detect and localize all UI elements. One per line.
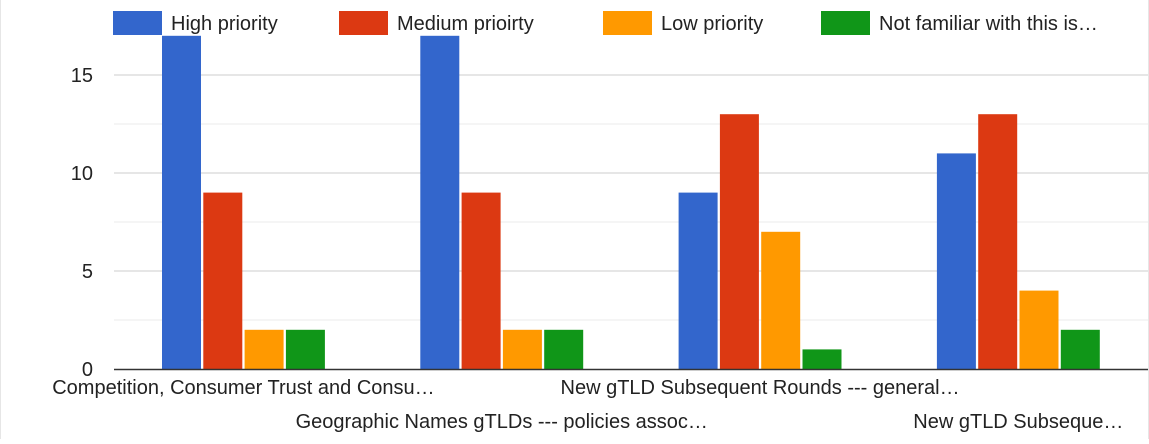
legend-item[interactable]: High priority	[113, 11, 278, 35]
bar[interactable]	[162, 35, 201, 370]
legend-item[interactable]: Not familiar with this is…	[821, 11, 1098, 35]
legend-item[interactable]: Low priority	[603, 11, 763, 35]
bar[interactable]	[678, 192, 718, 369]
y-tick-label: 10	[71, 163, 93, 185]
legend-label: Not familiar with this is…	[879, 13, 1098, 35]
legend-swatch	[113, 11, 162, 35]
legend-item[interactable]: Medium prioirty	[339, 11, 534, 35]
bar[interactable]	[719, 114, 759, 369]
legend-swatch	[339, 11, 388, 35]
y-tick-label: 0	[82, 359, 93, 381]
bar[interactable]	[936, 153, 976, 369]
x-tick-label: New gTLD Subsequent Rounds --- general…	[561, 377, 960, 399]
x-tick-label: Competition, Consumer Trust and Consu…	[52, 377, 434, 399]
legend-label: High priority	[171, 13, 278, 35]
bar[interactable]	[1060, 329, 1100, 369]
bar[interactable]	[244, 329, 284, 369]
bar[interactable]	[285, 329, 325, 369]
bar[interactable]	[461, 192, 501, 369]
bar[interactable]	[761, 231, 801, 369]
x-tick-label: New gTLD Subseque…	[913, 411, 1123, 433]
bar[interactable]	[544, 329, 584, 369]
legend-label: Low priority	[661, 13, 763, 35]
bar[interactable]	[502, 329, 542, 369]
axis: 0 5 10 15 Competition, Consumer Trust and Co…	[52, 65, 1148, 433]
legend-swatch	[821, 11, 870, 35]
bar[interactable]	[1019, 290, 1059, 369]
legend[interactable]: High priority Medium prioirty Low priority…	[113, 11, 1098, 35]
legend-label: Medium prioirty	[397, 13, 534, 35]
y-tick-label: 15	[71, 65, 93, 87]
bar[interactable]	[978, 114, 1018, 369]
legend-swatch	[603, 11, 652, 35]
bar[interactable]	[203, 192, 243, 369]
bars	[162, 35, 1100, 370]
bar[interactable]	[802, 349, 842, 369]
y-tick-label: 5	[82, 261, 93, 283]
bar[interactable]	[420, 35, 460, 370]
x-tick-label: Geographic Names gTLDs --- policies asso…	[296, 411, 708, 433]
